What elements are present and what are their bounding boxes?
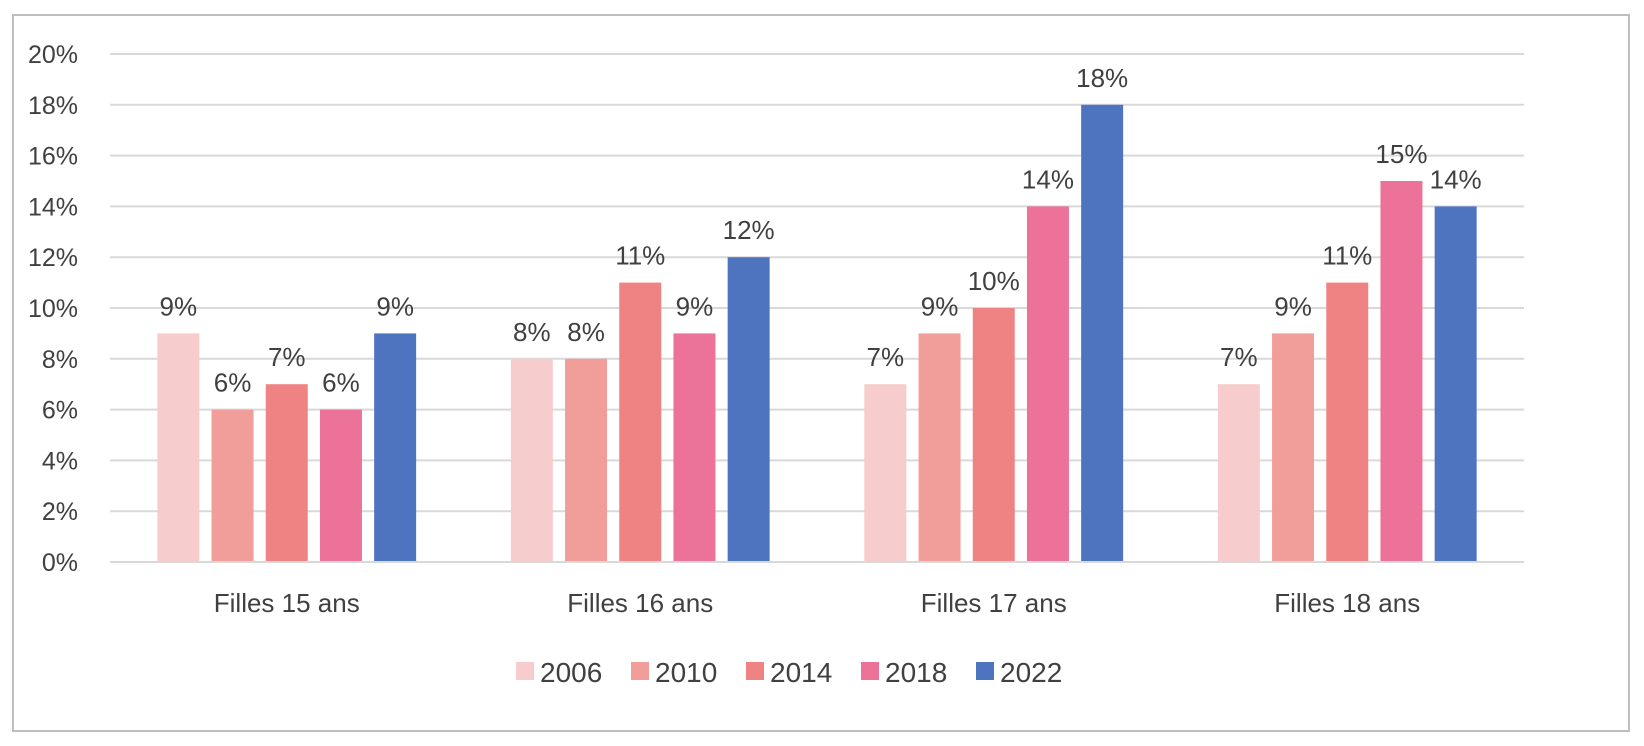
y-tick-label: 10% — [28, 295, 78, 323]
data-label: 7% — [867, 342, 905, 372]
data-label: 11% — [615, 241, 665, 271]
data-label: 10% — [968, 266, 1020, 296]
legend-swatch — [861, 662, 879, 680]
y-tick-label: 4% — [42, 447, 78, 475]
bar — [1434, 206, 1477, 562]
data-label: 7% — [268, 342, 306, 372]
data-label: 14% — [1430, 164, 1482, 194]
legend-swatch — [631, 662, 649, 680]
bar — [918, 333, 961, 562]
data-label: 6% — [322, 368, 360, 398]
bar — [510, 358, 553, 562]
y-tick-label: 12% — [28, 244, 78, 272]
bar — [1380, 181, 1423, 562]
bar — [864, 384, 907, 562]
y-tick-label: 2% — [42, 498, 78, 526]
y-tick-label: 8% — [42, 346, 78, 374]
bar — [374, 333, 417, 562]
bar — [319, 409, 362, 562]
data-label: 6% — [214, 368, 252, 398]
legend-label: 2014 — [770, 657, 832, 688]
data-label: 18% — [1076, 63, 1128, 93]
legend-swatch — [746, 662, 764, 680]
legend-label: 2010 — [655, 657, 717, 688]
bar — [211, 409, 254, 562]
data-label: 15% — [1375, 139, 1427, 169]
y-tick-label: 0% — [42, 549, 78, 577]
data-label: 7% — [1220, 342, 1258, 372]
bar — [1272, 333, 1315, 562]
data-label: 8% — [513, 317, 551, 347]
bar — [265, 384, 308, 562]
data-label: 9% — [160, 291, 198, 321]
data-label: 9% — [676, 291, 714, 321]
x-category-label: Filles 18 ans — [1274, 588, 1420, 618]
data-label: 9% — [376, 291, 414, 321]
data-label: 8% — [567, 317, 605, 347]
y-tick-label: 16% — [28, 143, 78, 171]
bar — [1326, 282, 1369, 562]
x-category-label: Filles 15 ans — [214, 588, 360, 618]
bar — [972, 308, 1015, 562]
bar — [565, 358, 608, 562]
y-tick-label: 6% — [42, 397, 78, 425]
bar — [619, 282, 662, 562]
legend-label: 2018 — [885, 657, 947, 688]
bar — [673, 333, 716, 562]
legend-label: 2022 — [1000, 657, 1062, 688]
bar — [157, 333, 200, 562]
data-label: 9% — [921, 291, 959, 321]
bar — [1026, 206, 1069, 562]
data-label: 11% — [1322, 241, 1372, 271]
bar — [727, 257, 770, 562]
data-label: 9% — [1274, 291, 1312, 321]
legend-swatch — [516, 662, 534, 680]
legend-label: 2006 — [540, 657, 602, 688]
legend-swatch — [976, 662, 994, 680]
x-category-label: Filles 17 ans — [921, 588, 1067, 618]
y-tick-label: 20% — [28, 41, 78, 69]
data-label: 14% — [1022, 164, 1074, 194]
data-label: 12% — [723, 215, 775, 245]
y-tick-label: 14% — [28, 193, 78, 221]
x-category-label: Filles 16 ans — [567, 588, 713, 618]
bar — [1217, 384, 1260, 562]
bar — [1081, 104, 1124, 563]
y-tick-label: 18% — [28, 92, 78, 120]
